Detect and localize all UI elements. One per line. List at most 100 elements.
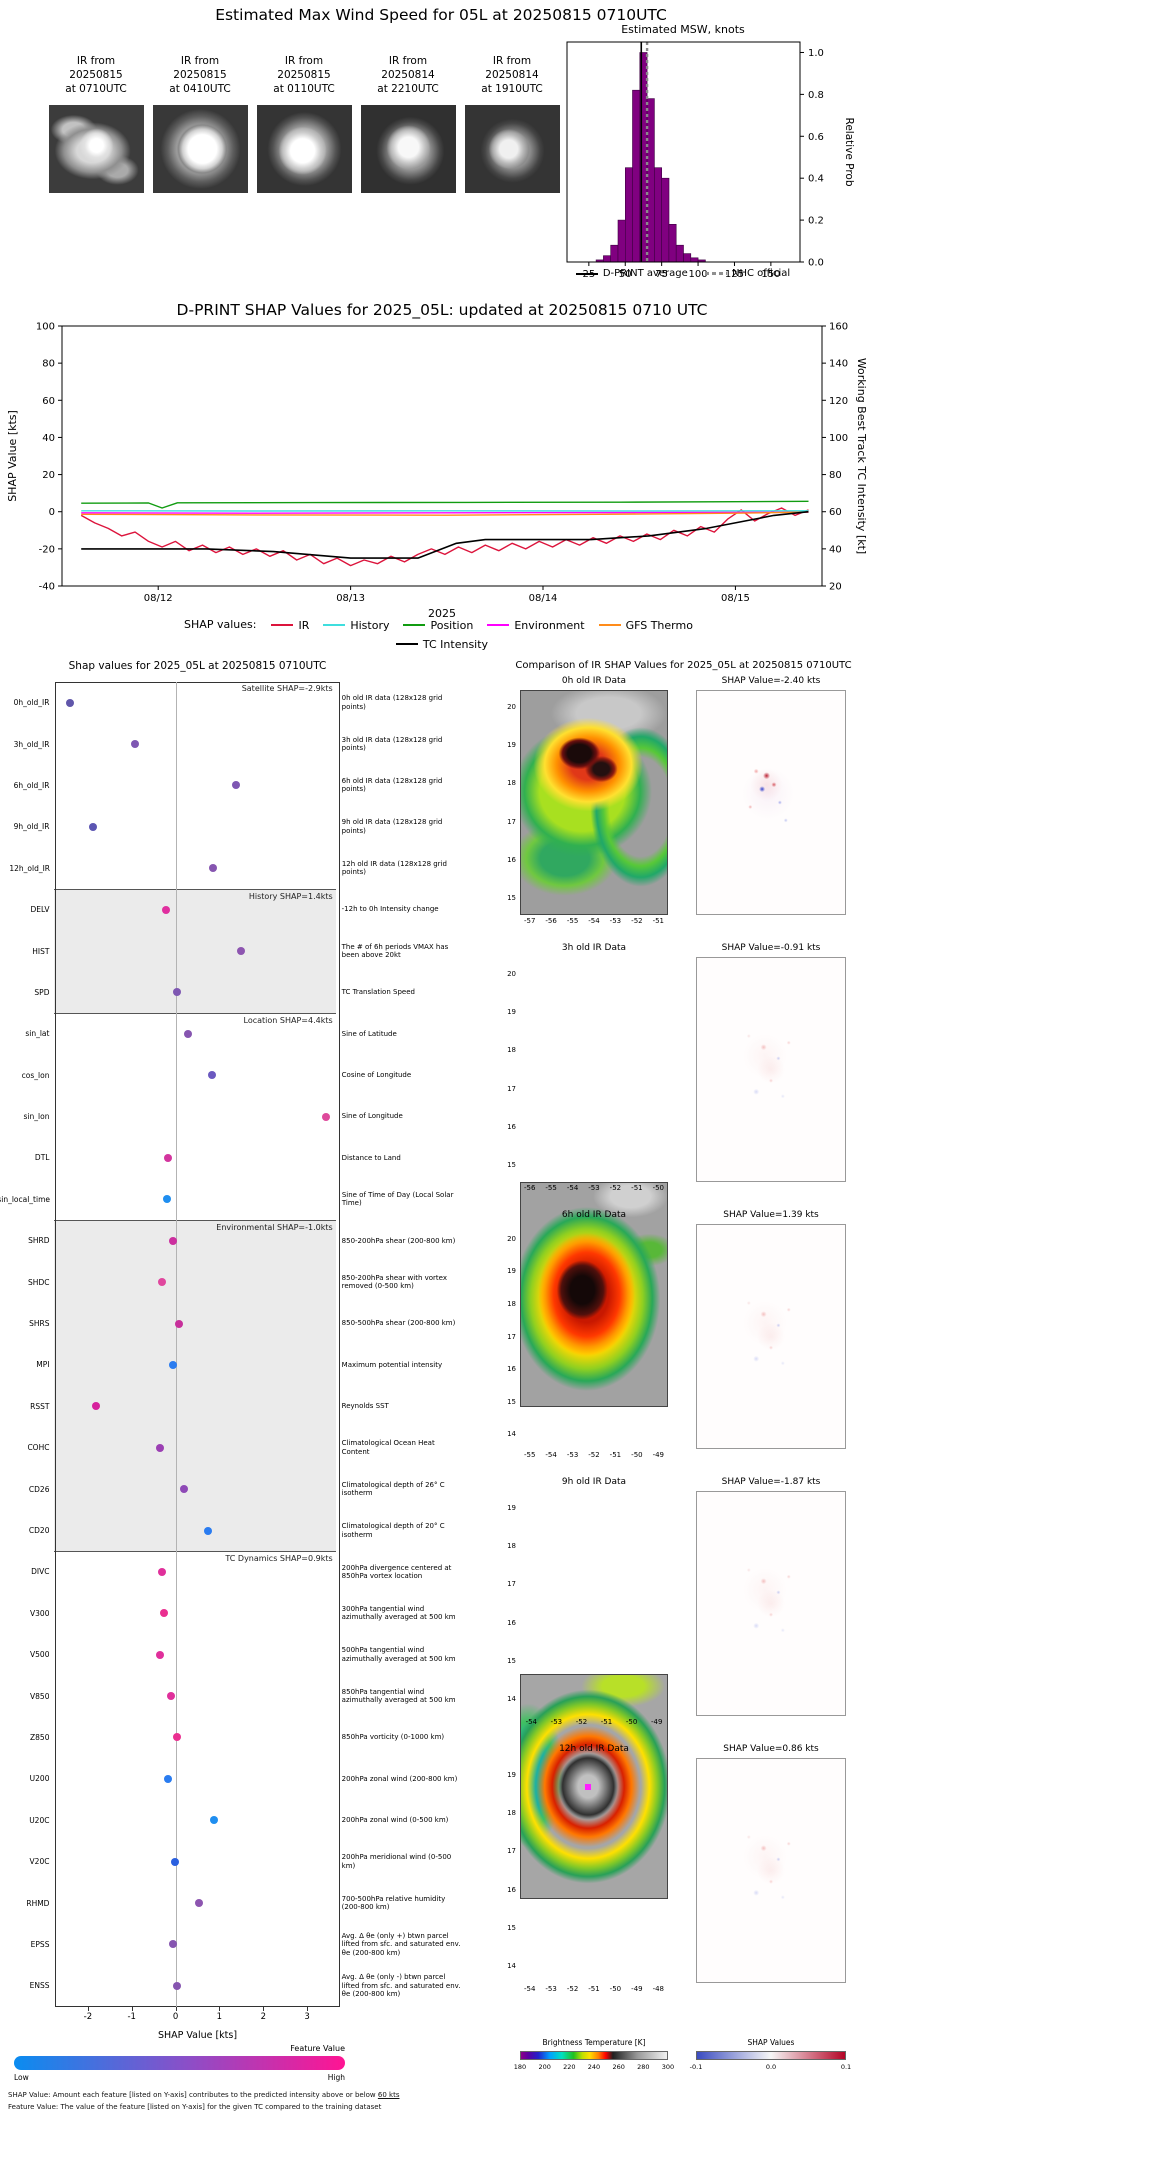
date-tick-label: 08/15 (721, 593, 750, 604)
feature-row: ENSS Avg. Δ θe (only -) btwn parcel lifte… (10, 1965, 464, 2006)
feature-dot-cell (54, 723, 335, 764)
shap-dot (179, 1485, 188, 1494)
ir-thumbnail-label: at 2210UTC (377, 83, 439, 96)
lat-tick-label: 20 (507, 703, 516, 712)
shap-colorbar-tick-label: 0.1 (840, 2063, 852, 2071)
lat-tick-label: 15 (507, 1656, 516, 1665)
feature-name: sin_lon (23, 1112, 50, 1122)
shap-dot (208, 1071, 217, 1080)
lon-tick-label: -52 (575, 1718, 588, 1726)
histogram-y-tick-label: 0.8 (808, 90, 824, 101)
feature-row: DTL Distance to Land (10, 1137, 464, 1178)
feature-name: DELV (30, 905, 50, 915)
feature-name: 12h_old_IR (9, 863, 50, 873)
x-tick-mark (307, 2006, 309, 2011)
timeseries-x-axis-label: 2025 (428, 607, 456, 620)
lat-tick-label: 16 (507, 855, 516, 864)
shap-map-image (696, 690, 846, 915)
lat-tick-label: 14 (507, 1694, 516, 1703)
ir-thumbnail-label: IR from (388, 55, 428, 67)
shap-dot (168, 1237, 177, 1246)
timeseries-legend-prefix: SHAP values: (184, 618, 257, 631)
lon-tick-label: -49 (631, 1985, 643, 1993)
feature-name: U200 (29, 1774, 50, 1784)
shap-dot (160, 1609, 169, 1618)
x-tick-mark (131, 2006, 133, 2011)
feature-dot-cell (54, 1344, 336, 1386)
histogram-y-tick-label: 0.0 (808, 258, 824, 269)
feature-dot-cell (54, 1593, 335, 1634)
feature-dot-cell: TC Dynamics SHAP=0.9kts (54, 1551, 336, 1592)
lat-tick-label: 17 (507, 1332, 516, 1341)
date-tick-label: 08/13 (336, 593, 365, 604)
feature-row: V300 300hPa tangential wind azimuthally a… (10, 1593, 464, 1634)
ir-map-title: 6h old IR Data (561, 1210, 627, 1220)
environment-line-swatch (487, 623, 510, 627)
lat-tick-label: 16 (507, 1618, 516, 1627)
lon-tick-label: -49 (652, 1451, 665, 1459)
shap-dot (322, 1112, 331, 1121)
feature-row: DIVC TC Dynamics SHAP=0.9kts 200hPa diverg… (10, 1551, 464, 1592)
lon-tick-label: -48 (652, 1985, 665, 1993)
x-tick-mark (219, 2006, 221, 2011)
feature-description: Climatological Ocean Heat Content (341, 1439, 435, 1456)
histogram-bar (675, 244, 684, 263)
feature-row: V20C 200hPa meridional wind (0-500 km) (10, 1841, 464, 1882)
shap-dot (171, 1857, 180, 1866)
feature-dot-cell (54, 1965, 335, 2006)
lon-tick-label: -55 (523, 1451, 536, 1459)
lat-tick-label: 19 (507, 1008, 516, 1017)
lat-tick-label: 19 (507, 1771, 516, 1780)
feature-name: V850 (30, 1691, 50, 1701)
ir-thumbnail-label: at 0410UTC (169, 83, 231, 96)
bt-colorbar-tick-label: 300 (661, 2063, 675, 2071)
shap-colorbar-tick-label: 0.0 (765, 2063, 777, 2071)
shap-dot (168, 1940, 177, 1949)
ir-thumbnail-label: IR from (180, 55, 220, 67)
lon-tick-label: -55 (566, 917, 579, 925)
ir-thumbnail-column: IR from 20250815 at 0410UTC (152, 54, 248, 193)
feature-description: 6h old IR data (128x128 grid points) (341, 777, 443, 794)
feature-row: sin_lon Sine of Longitude (10, 1096, 464, 1137)
right-y-tick-label: 40 (829, 544, 842, 555)
left-y-tick-label: -40 (39, 582, 55, 593)
shap-dot (173, 1733, 182, 1742)
ir-map-title: 9h old IR Data (561, 1477, 627, 1487)
footnote-text: SHAP Value: Amount each feature [listed … (8, 2091, 378, 2099)
histogram-y-axis-label: Relative Prob (843, 117, 855, 186)
feature-name: DTL (34, 1153, 50, 1163)
group-shap-label: TC Dynamics SHAP=0.9kts (225, 1554, 333, 1564)
lon-tick-label: -56 (523, 1184, 536, 1192)
bt-colorbar-tick-label: 260 (612, 2063, 625, 2071)
feature-dot-cell (54, 930, 336, 972)
feature-description: 200hPa divergence centered at 850hPa vor… (341, 1563, 452, 1580)
feature-dot-cell (54, 1924, 335, 1965)
lon-tick-label: -49 (650, 1718, 663, 1726)
feature-description: Avg. Δ θe (only -) btwn parcel lifted fr… (341, 1973, 461, 1998)
feature-dot-cell: History SHAP=1.4kts (54, 888, 336, 931)
legend-item-ir: IR (271, 619, 309, 632)
feature-name: 0h_old_IR (13, 698, 50, 708)
shap-dot (157, 1278, 166, 1287)
feature-name: DIVC (31, 1567, 50, 1577)
lat-tick-label: 14 (507, 1430, 516, 1439)
shap-plot-x-label: SHAP Value [kts] (157, 2030, 238, 2041)
feature-dot-cell (54, 1137, 335, 1178)
feature-description: 9h old IR data (128x128 grid points) (341, 818, 443, 835)
feature-description: 0h old IR data (128x128 grid points) (341, 694, 443, 711)
comparison-title: Comparison of IR SHAP Values for 2025_05… (515, 660, 852, 671)
lat-tick-label: 19 (507, 741, 516, 750)
histogram-x-tick-label: 150 (761, 269, 780, 280)
histogram-bar (617, 219, 626, 263)
lon-tick-label: -53 (588, 1184, 600, 1192)
feature-dot-cell (54, 765, 335, 806)
shap-dot (65, 698, 74, 707)
feature-dot-cell (54, 1717, 335, 1758)
feature-dot-cell (54, 1468, 336, 1510)
legend-label: Position (430, 618, 474, 632)
shap-dot (155, 1650, 164, 1659)
feature-name: MPI (36, 1360, 50, 1370)
feature-value-footnote: Feature Value: The value of the feature … (8, 2103, 382, 2111)
legend-label: Environment (514, 618, 585, 632)
lat-tick-label: 17 (507, 1084, 516, 1093)
